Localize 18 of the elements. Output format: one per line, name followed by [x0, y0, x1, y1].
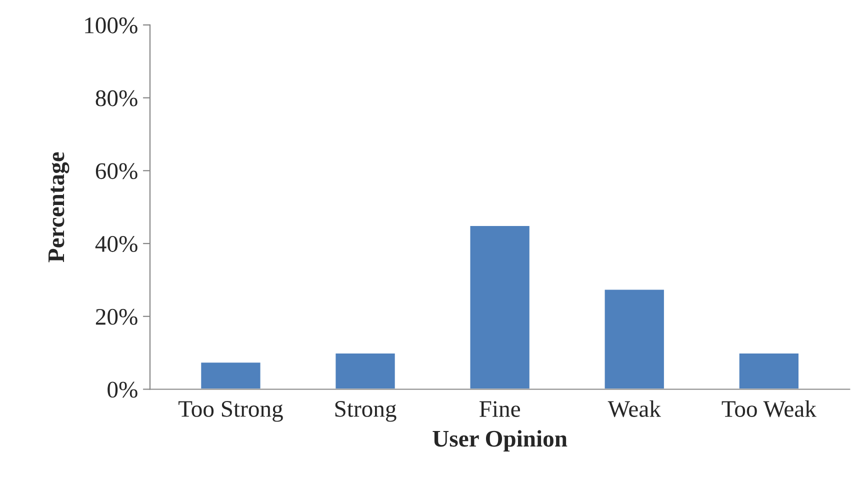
y-tick-label: 100% [85, 17, 138, 34]
x-tick-label: Strong [335, 401, 396, 422]
bar [738, 352, 800, 390]
x-tick-label: Too Weak [722, 400, 816, 418]
y-tick-label: 60% [96, 163, 138, 180]
y-axis-title: Percentage [48, 152, 70, 262]
bar [603, 288, 666, 390]
x-tick-label: Weak [608, 400, 661, 418]
bar [334, 352, 396, 390]
x-tick-label: Fine [480, 401, 520, 417]
x-tick-label: Too Strong [178, 401, 283, 422]
y-tick-label: 20% [96, 308, 138, 325]
y-tick-label: 0% [108, 382, 138, 398]
bar [200, 361, 262, 390]
bar [468, 224, 531, 390]
x-axis-title: User Opinion [432, 430, 568, 452]
y-tick-label: 40% [95, 236, 138, 252]
y-tick-label: 80% [96, 90, 138, 106]
